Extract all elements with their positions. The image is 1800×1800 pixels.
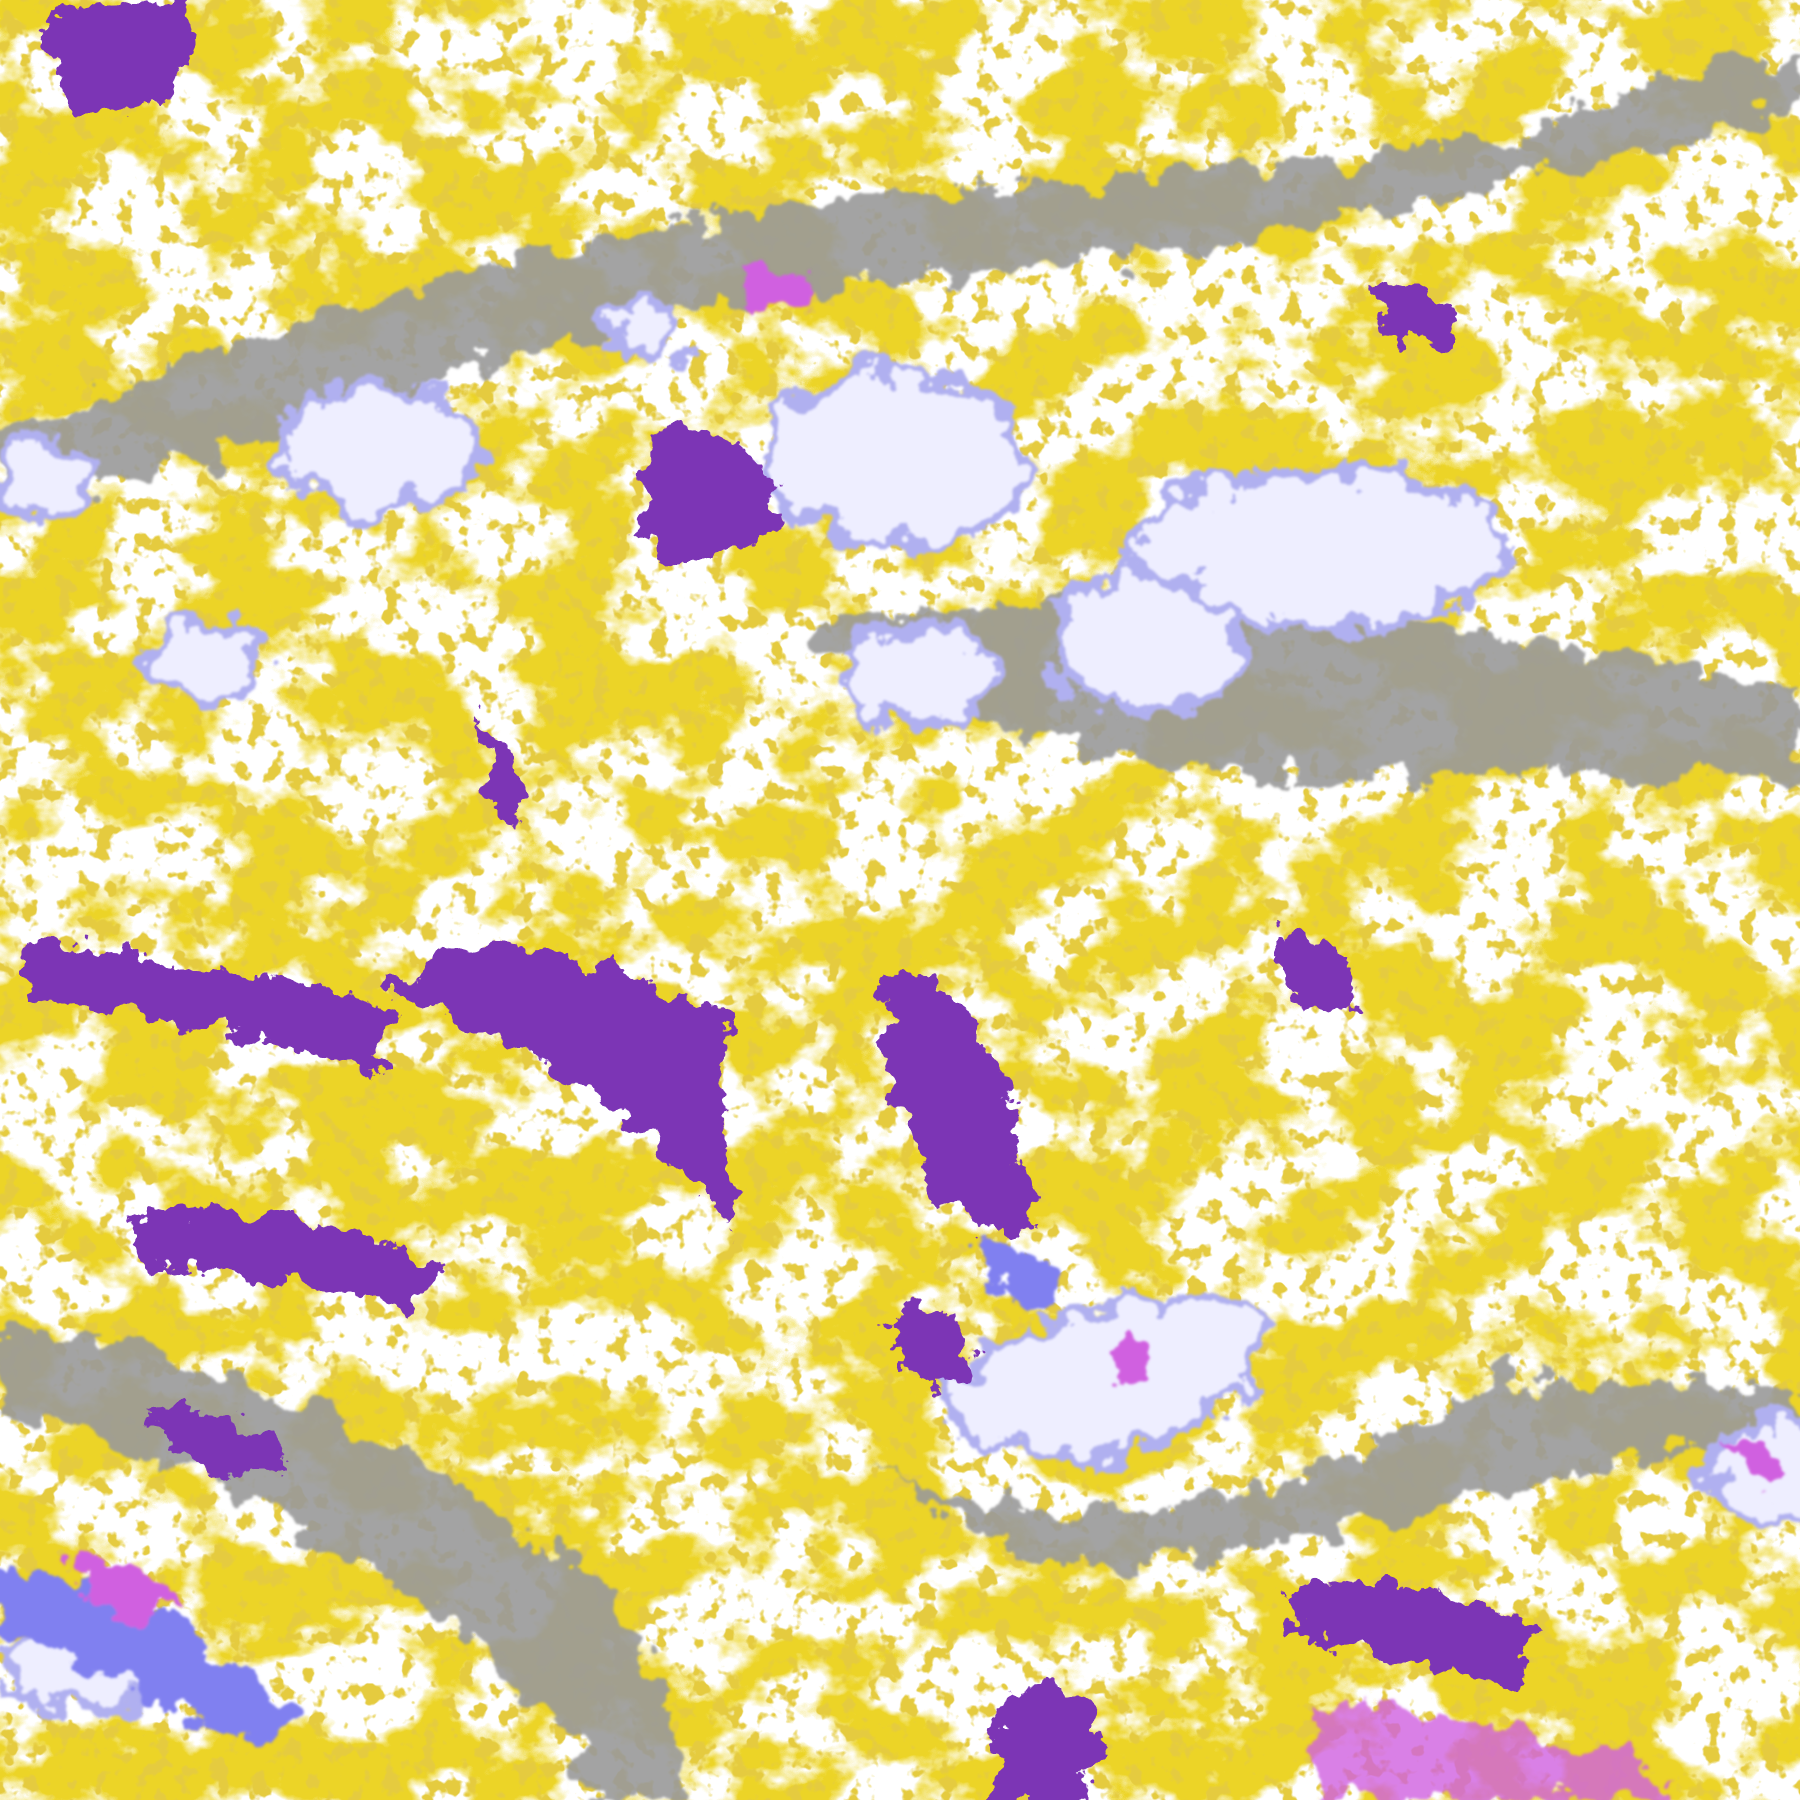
cloud: [269, 378, 488, 517]
accent: [734, 261, 811, 312]
accent: [68, 1549, 173, 1619]
purple-regions: [22, 0, 1539, 1800]
accent: [1114, 1331, 1149, 1390]
accent: [1721, 1431, 1800, 1493]
cloud: [1050, 568, 1246, 718]
cloud: [843, 619, 993, 735]
accent: [0, 1561, 299, 1757]
cloud: [596, 292, 689, 362]
cloud: [149, 608, 265, 712]
periwinkle-magenta-accents: [0, 261, 1800, 1800]
cloud: [0, 436, 98, 529]
cloud: [1130, 464, 1510, 638]
accent: [1320, 1698, 1665, 1800]
accent: [987, 1249, 1063, 1312]
cloud: [934, 1289, 1262, 1463]
cloud: [763, 367, 1028, 552]
